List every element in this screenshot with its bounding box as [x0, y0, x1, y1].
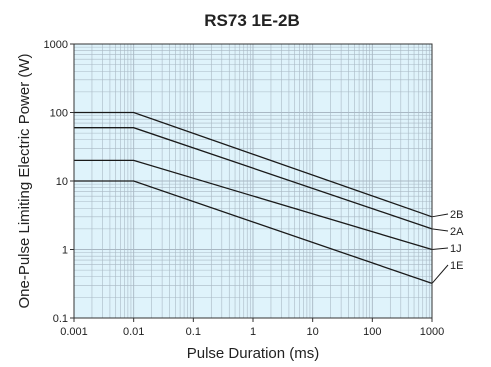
plot-frame: [73, 43, 433, 319]
y-tick-label: 1000: [44, 39, 68, 51]
chart-title: RS73 1E-2B: [204, 11, 299, 30]
y-tick-label: 1: [62, 245, 68, 257]
x-tick-label: 10: [307, 326, 319, 338]
series-leader-line: [431, 247, 449, 250]
x-tick-label: 0.1: [186, 326, 201, 338]
series-label-1j: 1J: [450, 243, 462, 255]
series-label-1e: 1E: [450, 260, 463, 272]
y-axis-label: One-Pulse Limiting Electric Power (W): [16, 53, 33, 308]
series-line-1e: [74, 180, 433, 285]
x-tick-label: 0.001: [60, 326, 88, 338]
y-tick-label: 0.1: [53, 313, 68, 325]
x-tick-label: 0.01: [123, 326, 144, 338]
y-tick-label: 100: [50, 108, 68, 120]
series-leader-line: [431, 264, 449, 284]
series-line-2a: [74, 127, 433, 230]
series-line-2b: [74, 111, 433, 218]
series-label-2a: 2A: [450, 226, 464, 238]
series-label-2b: 2B: [450, 209, 463, 221]
series-leader-line: [431, 228, 449, 232]
tick-labels: 0.001 0.01 0.1 1 10 100 1000 1000 100 10 1 0.1: [44, 39, 445, 338]
x-tick-label: 100: [363, 326, 381, 338]
series-leader-line: [431, 213, 449, 218]
series-labels: 2B 2A 1J 1E: [431, 209, 464, 284]
x-axis-label: Pulse Duration (ms): [187, 345, 320, 362]
y-tick-label: 10: [56, 176, 68, 188]
series-lines: [74, 111, 433, 285]
x-tick-label: 1000: [420, 326, 444, 338]
series-line-1j: [74, 159, 433, 251]
x-tick-label: 1: [250, 326, 256, 338]
